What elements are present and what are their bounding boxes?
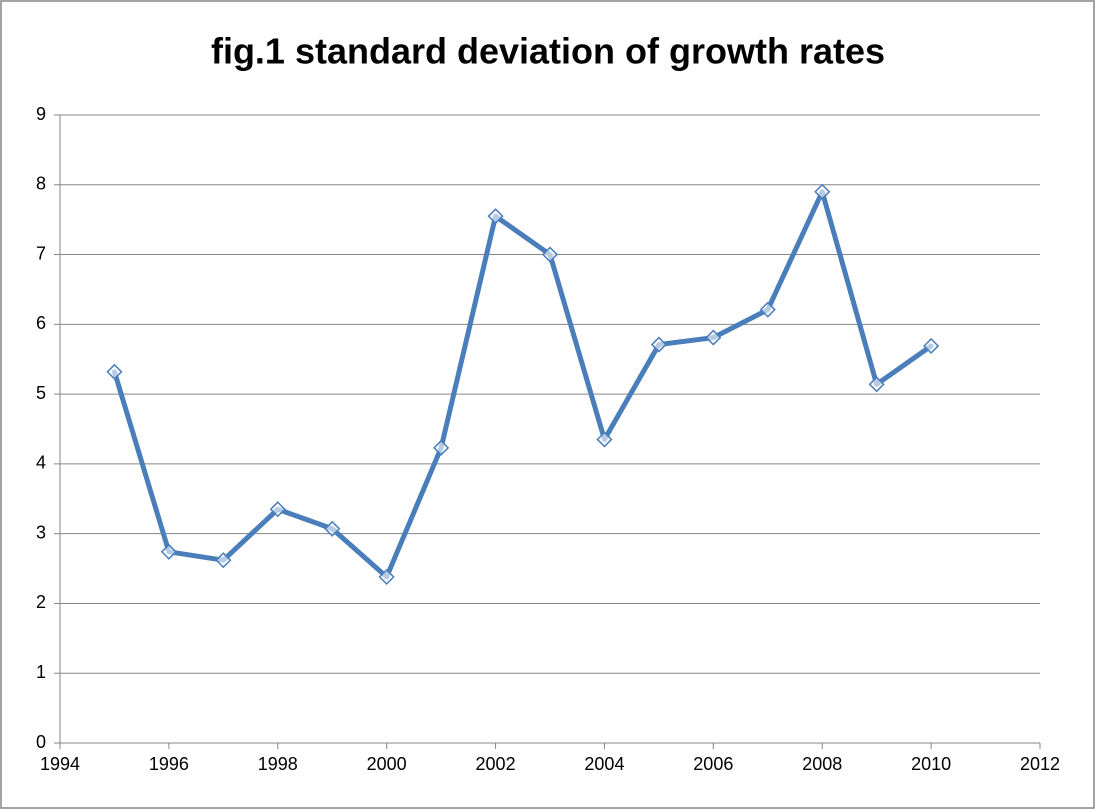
data-marker [269,501,286,518]
y-tick-label: 4 [36,453,46,473]
x-tick-label: 1998 [258,754,298,774]
x-tick-label: 2000 [367,754,407,774]
x-tick-label: 2002 [476,754,516,774]
data-marker [487,208,504,225]
data-marker [324,520,341,537]
x-tick-label: 2010 [911,754,951,774]
data-marker [433,439,450,456]
data-marker [814,183,831,200]
data-marker [541,246,559,263]
data-marker [596,431,613,448]
y-tick-label: 8 [36,174,46,194]
data-marker [759,301,776,318]
x-tick-label: 1994 [40,754,80,774]
data-marker [650,336,667,353]
data-marker [215,552,232,569]
y-tick-label: 6 [36,313,46,333]
data-marker [378,568,395,585]
y-tick-label: 0 [36,732,46,752]
data-marker [160,543,177,560]
x-tick-label: 2008 [802,754,842,774]
y-tick-label: 9 [36,104,46,124]
y-tick-label: 5 [36,383,46,403]
chart-title: fig.1 standard deviation of growth rates [211,31,885,72]
x-tick-label: 1996 [149,754,189,774]
x-tick-label: 2004 [584,754,624,774]
y-tick-label: 3 [36,522,46,542]
data-marker [923,337,940,355]
data-marker [106,363,123,380]
data-marker [705,329,722,346]
x-tick-label: 2012 [1020,754,1060,774]
y-tick-label: 1 [36,662,46,682]
x-tick-label: 2006 [693,754,733,774]
y-tick-label: 2 [36,592,46,612]
data-line [111,189,934,580]
data-marker [868,376,885,393]
y-tick-label: 7 [36,243,46,263]
